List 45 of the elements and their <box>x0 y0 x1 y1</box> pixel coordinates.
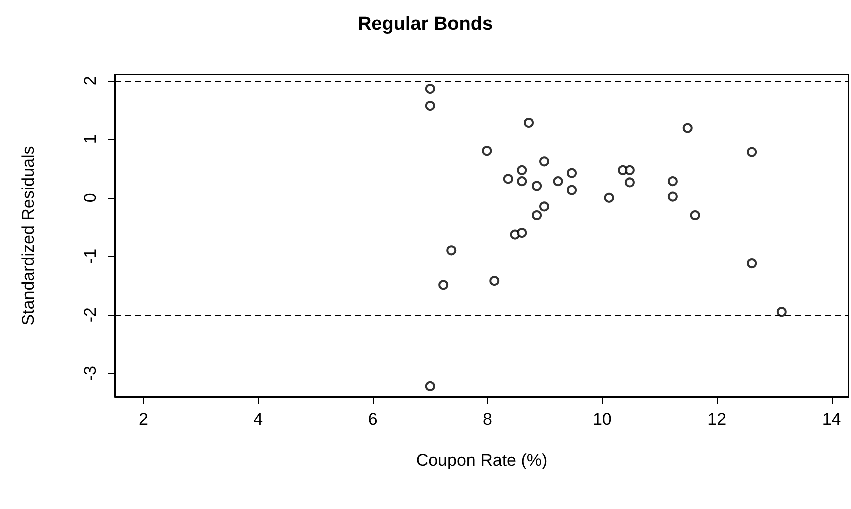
point <box>517 165 528 176</box>
point <box>567 185 578 196</box>
y-axis-title: Standardized Residuals <box>19 146 38 326</box>
y-tick-label: 1 <box>81 134 100 144</box>
y-tick-label: -2 <box>81 307 100 323</box>
y-tick-label: -3 <box>81 366 100 382</box>
chart-title: Regular Bonds <box>358 14 494 35</box>
point <box>540 202 550 212</box>
x-tick-label: 14 <box>822 410 842 429</box>
point <box>624 178 635 188</box>
point <box>425 381 436 392</box>
point <box>747 258 758 269</box>
point <box>532 181 542 192</box>
point <box>553 176 564 187</box>
point <box>517 228 528 238</box>
point <box>503 174 514 184</box>
x-tick-label: 12 <box>708 410 727 429</box>
point <box>690 210 700 221</box>
point <box>532 210 542 221</box>
point <box>446 246 457 256</box>
point <box>425 101 436 112</box>
point <box>747 147 758 158</box>
point <box>604 192 614 203</box>
y-tick-label: 2 <box>81 76 100 86</box>
x-tick-label: 4 <box>254 410 264 429</box>
x-axis-title: Coupon Rate (%) <box>416 451 548 470</box>
point <box>567 168 578 178</box>
point <box>668 176 678 187</box>
y-tick-label: 0 <box>81 193 100 203</box>
x-tick-label: 6 <box>368 410 378 429</box>
point <box>524 118 534 128</box>
x-tick-label: 2 <box>138 410 148 429</box>
x-tick-label: 8 <box>483 410 492 429</box>
point <box>482 146 492 156</box>
point <box>776 307 787 318</box>
point <box>438 280 449 290</box>
point <box>682 123 693 134</box>
point <box>540 156 550 167</box>
point <box>517 176 528 187</box>
point <box>425 84 436 94</box>
point <box>624 165 635 176</box>
point <box>668 192 678 202</box>
point <box>490 276 500 286</box>
x-tick-label: 10 <box>592 410 612 429</box>
y-tick-label: -1 <box>81 248 100 264</box>
